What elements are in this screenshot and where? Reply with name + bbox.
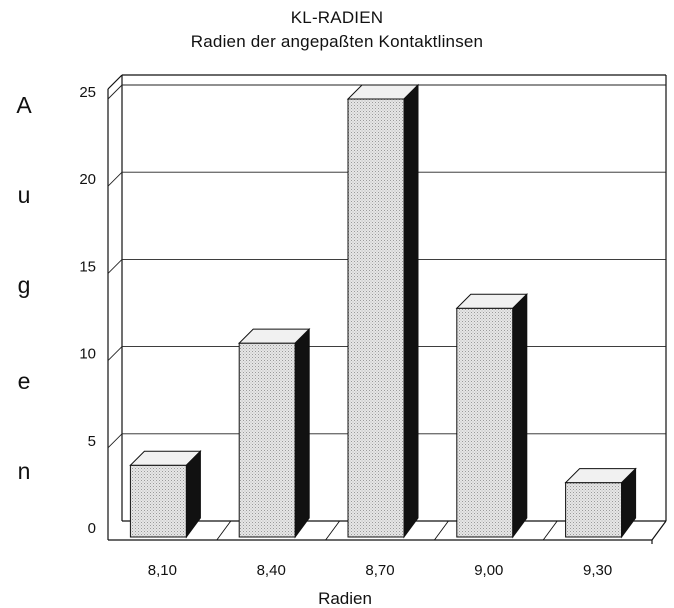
y-axis-ticks: 0 5 10 15 20 25 <box>79 84 96 537</box>
bar-front-face <box>238 342 296 538</box>
gridline-side <box>107 259 123 274</box>
side-wall-top-edge <box>107 74 123 90</box>
x-tick-label: 8,70 <box>365 562 394 579</box>
bar-front-face <box>129 464 187 538</box>
floor-separator <box>216 520 232 541</box>
bar <box>564 467 637 539</box>
y-axis-label-letter: u <box>17 182 31 208</box>
y-axis-label-letter: A <box>16 92 32 118</box>
x-axis-ticks: 8,10 8,40 8,70 9,00 9,30 <box>148 520 612 579</box>
bar-side-face <box>185 450 201 539</box>
y-tick-label: 0 <box>88 520 96 537</box>
bar <box>129 450 202 539</box>
y-tick-label: 5 <box>88 433 96 450</box>
x-tick-label: 9,30 <box>583 562 612 579</box>
bar <box>346 83 420 539</box>
x-tick-label: 8,40 <box>257 562 286 579</box>
y-tick-label: 15 <box>79 258 96 275</box>
floor-separator <box>325 520 340 541</box>
floor-separator <box>434 520 449 541</box>
bar-side-face <box>621 467 637 539</box>
chart-subtitle: Radien der angepaßten Kontaktlinsen <box>190 32 484 51</box>
bar-front-face <box>456 307 514 538</box>
y-axis-label-letter: e <box>17 368 31 394</box>
y-axis-label-letter: g <box>17 272 31 298</box>
bar-side-face <box>512 293 528 539</box>
bar-side-face <box>403 83 419 539</box>
y-axis-label-letter: n <box>17 458 31 484</box>
x-axis-title: Radien <box>318 589 372 608</box>
chart-title: KL-RADIEN <box>290 8 384 27</box>
bar <box>455 293 529 539</box>
bars <box>129 83 637 539</box>
floor-separator <box>542 520 558 541</box>
gridline-side <box>107 84 123 100</box>
floor-right-edge <box>651 520 667 541</box>
gridline-side <box>107 346 123 361</box>
x-tick-label: 9,00 <box>474 562 503 579</box>
x-tick-label: 8,10 <box>148 562 177 579</box>
y-tick-label: 10 <box>79 346 96 363</box>
bar-front-face <box>347 98 405 538</box>
y-tick-label: 25 <box>79 84 96 101</box>
gridline-side <box>107 433 123 449</box>
bar-front-face <box>565 482 623 538</box>
gridline-side <box>107 171 123 187</box>
bar-side-face <box>294 327 310 539</box>
bar <box>237 327 311 539</box>
y-tick-label: 20 <box>79 171 96 188</box>
